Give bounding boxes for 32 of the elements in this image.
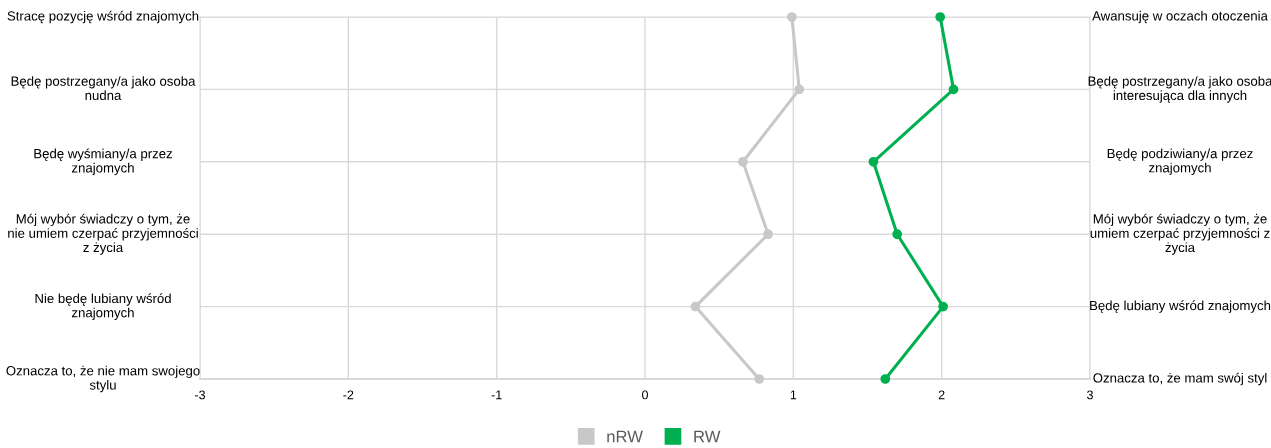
y-tick-label: Mój wybór świadczy o tym, że nie umiem czerpać przyjemności z życia: [8, 213, 198, 255]
x-tick-label: -3: [195, 390, 206, 400]
x-tick-label: 3: [1087, 390, 1093, 400]
y-tick-label: Stracę pozycję wśród znajomych: [7, 10, 199, 24]
point: [738, 156, 748, 167]
x-tick-label: -1: [491, 390, 502, 400]
y2-tick-label: Mój wybór świadczy o tym, że umiem czerpać przyjemności z życia: [1090, 213, 1270, 255]
point: [880, 374, 891, 384]
y-tick-label: Nie będę lubiany wśród znajomych: [35, 293, 171, 320]
y2-tick-label: Oznacza to, że mam swój styl: [1093, 372, 1267, 386]
point: [892, 229, 903, 240]
point: [794, 84, 805, 95]
x-tick-label: 1: [790, 390, 797, 400]
y2-tick-label: Będę podziwiany/a przez znajomych: [1107, 148, 1253, 176]
y-tick-label: Będę postrzegany/a jako osoba nudna: [11, 76, 196, 101]
point: [690, 301, 701, 312]
x-tick-label: 0: [642, 390, 648, 400]
legend-label: RW: [694, 430, 721, 443]
point: [754, 374, 765, 384]
y2-tick-label: Awansuję w oczach otoczenia: [1092, 10, 1268, 24]
point: [786, 12, 797, 22]
point: [935, 12, 946, 22]
y-tick-label: Będę wyśmiany/a przez znajomych: [34, 148, 173, 176]
y-tick-label: Oznacza to, że nie mam swojego stylu: [6, 365, 200, 393]
point: [868, 156, 879, 167]
x-tick-label: -2: [343, 390, 354, 400]
point: [763, 229, 773, 240]
point: [948, 84, 959, 95]
y2-tick-label: Będę lubiany wśród znajomych: [1090, 300, 1271, 313]
point: [938, 301, 949, 312]
x-tick-label: 2: [938, 390, 945, 400]
legend-label: nRW: [607, 430, 643, 443]
